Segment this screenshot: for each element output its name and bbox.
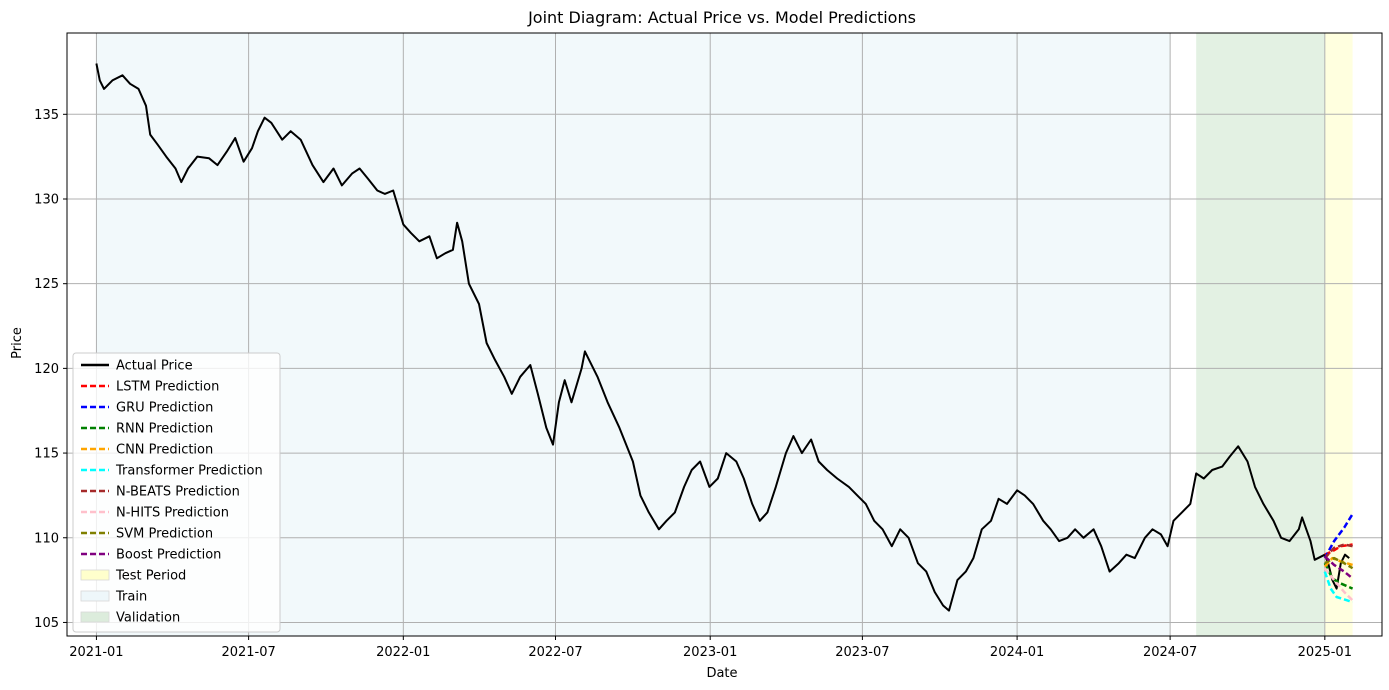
series-lstm-prediction	[1324, 543, 1353, 556]
series-transformer-prediction	[1323, 571, 1353, 604]
y-tick-label: 120	[34, 362, 59, 377]
x-tick-label: 2024-01	[990, 645, 1044, 660]
legend-box	[72, 352, 281, 633]
legend-entry-transformer-prediction-label: Transformer Prediction	[115, 464, 263, 479]
legend-entry-train-label: Train	[115, 590, 147, 605]
series-actual-price	[95, 63, 1350, 612]
x-tick-label: 2022-01	[376, 645, 430, 660]
plot-frame	[66, 32, 1383, 637]
legend-entry-gru-prediction-label: GRU Prediction	[116, 401, 213, 416]
y-tick-label: 105	[34, 616, 59, 631]
y-tick-label: 115	[34, 447, 59, 462]
legend-entry-actual-price-label: Actual Price	[116, 359, 193, 374]
legend-entry-n-hits-prediction-label: N-HITS Prediction	[116, 506, 229, 521]
x-tick-label: 2025-01	[1298, 645, 1352, 660]
x-tick-label: 2021-07	[221, 645, 275, 660]
series-n-beats-prediction	[1323, 543, 1353, 559]
y-tick-label: 110	[34, 531, 59, 546]
series-rnn-prediction	[1323, 562, 1354, 590]
region-test-period	[1324, 33, 1353, 636]
chart-title: Joint Diagram: Actual Price vs. Model Pr…	[527, 8, 916, 27]
region-validation	[1196, 33, 1325, 636]
series-boost-prediction	[1323, 555, 1354, 580]
series-svm-prediction	[1324, 556, 1354, 570]
legend-entry-test-period-swatch	[80, 569, 110, 581]
x-tick-label: 2022-07	[528, 645, 582, 660]
x-tick-label: 2021-01	[69, 645, 123, 660]
legend-entry-boost-prediction-label: Boost Prediction	[116, 548, 221, 563]
legend-entry-cnn-prediction-label: CNN Prediction	[116, 443, 213, 458]
y-tick-label: 135	[34, 108, 59, 123]
y-axis-label: Price	[10, 327, 25, 359]
y-axis-ticks: 105 110 115 120 125 130 135	[34, 108, 67, 631]
y-tick-label: 125	[34, 277, 59, 292]
series-lines	[95, 63, 1354, 612]
legend-entry-n-beats-prediction-label: N-BEATS Prediction	[116, 485, 240, 500]
grid-lines	[67, 33, 1382, 636]
legend-entry-validation-label: Validation	[116, 611, 180, 626]
legend: Actual Price LSTM Prediction GRU Predictio…	[72, 352, 281, 633]
series-gru-prediction	[1323, 513, 1354, 559]
legend-entry-train-swatch	[80, 590, 110, 602]
legend-entry-validation-swatch	[80, 611, 110, 623]
x-tick-label: 2023-01	[683, 645, 737, 660]
x-axis-ticks: 2021-01 2021-07 2022-01 2022-07 2023-01 2023-…	[69, 636, 1352, 660]
legend-entry-svm-prediction-label: SVM Prediction	[116, 527, 213, 542]
x-tick-label: 2024-07	[1143, 645, 1197, 660]
legend-entry-lstm-prediction-label: LSTM Prediction	[116, 380, 219, 395]
x-axis-label: Date	[706, 666, 737, 681]
y-tick-label: 130	[34, 192, 59, 207]
legend-entry-test-period-label: Test Period	[115, 569, 186, 584]
series-n-hits-prediction	[1323, 567, 1354, 602]
x-tick-label: 2023-07	[835, 645, 889, 660]
legend-entry-rnn-prediction-label: RNN Prediction	[116, 422, 213, 437]
shaded-regions	[96, 33, 1353, 636]
